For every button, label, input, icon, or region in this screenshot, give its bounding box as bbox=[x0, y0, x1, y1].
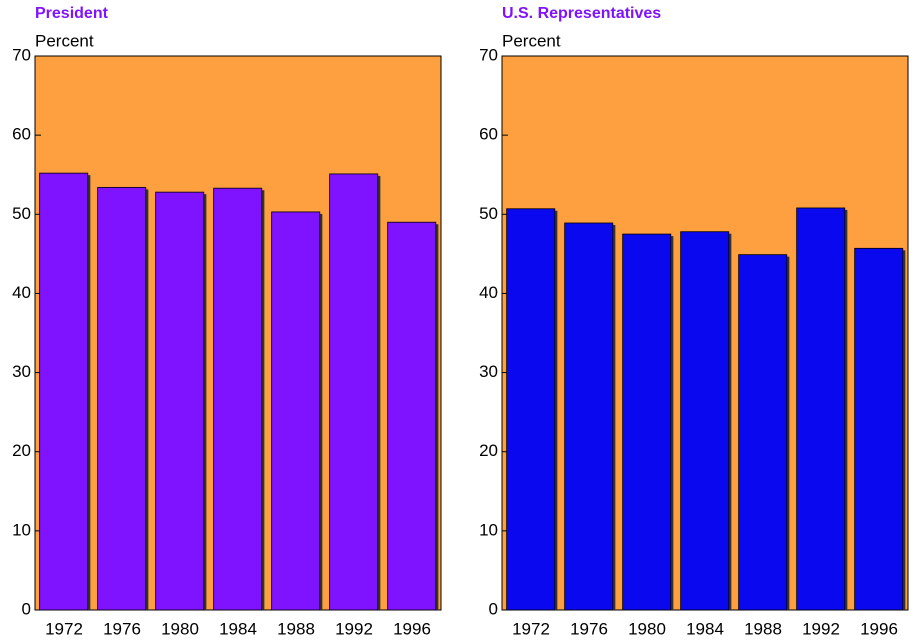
bar bbox=[155, 191, 205, 611]
bar bbox=[622, 233, 672, 611]
bar bbox=[387, 221, 437, 611]
y-tick-label: 50 bbox=[12, 204, 31, 223]
bar bbox=[796, 207, 846, 611]
x-tick-label: 1976 bbox=[103, 619, 141, 638]
x-tick-label: 1980 bbox=[161, 619, 199, 638]
y-tick-label: 40 bbox=[479, 283, 498, 302]
x-tick-label: 1992 bbox=[335, 619, 373, 638]
x-tick-label: 1980 bbox=[628, 619, 666, 638]
bar bbox=[39, 172, 89, 611]
x-tick-label: 1984 bbox=[219, 619, 257, 638]
x-tick-label: 1972 bbox=[45, 619, 83, 638]
y-tick-label: 10 bbox=[12, 520, 31, 539]
bar bbox=[329, 173, 379, 611]
y-tick-label: 60 bbox=[12, 125, 31, 144]
bar bbox=[738, 254, 788, 611]
x-tick-label: 1996 bbox=[393, 619, 431, 638]
chart-title: U.S. Representatives bbox=[502, 5, 661, 22]
y-tick-label: 0 bbox=[22, 599, 31, 618]
x-tick-label: 1976 bbox=[570, 619, 608, 638]
y-tick-label: 10 bbox=[479, 520, 498, 539]
y-tick-label: 20 bbox=[479, 441, 498, 460]
y-tick-label: 30 bbox=[12, 362, 31, 381]
x-tick-label: 1988 bbox=[744, 619, 782, 638]
bar bbox=[564, 222, 614, 611]
x-tick-label: 1996 bbox=[860, 619, 898, 638]
y-tick-label: 60 bbox=[479, 125, 498, 144]
x-tick-label: 1972 bbox=[512, 619, 550, 638]
bar bbox=[854, 247, 904, 611]
bar bbox=[213, 187, 263, 611]
bar bbox=[271, 211, 321, 611]
y-axis-label: Percent bbox=[35, 31, 94, 50]
x-tick-label: 1992 bbox=[802, 619, 840, 638]
y-tick-label: 20 bbox=[12, 441, 31, 460]
chart-title: President bbox=[35, 5, 109, 22]
y-axis-label: Percent bbox=[502, 31, 561, 50]
x-tick-label: 1984 bbox=[686, 619, 724, 638]
y-tick-label: 30 bbox=[479, 362, 498, 381]
y-tick-label: 70 bbox=[479, 45, 498, 64]
y-tick-label: 50 bbox=[479, 204, 498, 223]
y-tick-label: 70 bbox=[12, 45, 31, 64]
bar bbox=[680, 231, 730, 611]
y-tick-label: 0 bbox=[489, 599, 498, 618]
bar bbox=[506, 208, 556, 611]
bar bbox=[97, 186, 147, 611]
x-tick-label: 1988 bbox=[277, 619, 315, 638]
y-tick-label: 40 bbox=[12, 283, 31, 302]
